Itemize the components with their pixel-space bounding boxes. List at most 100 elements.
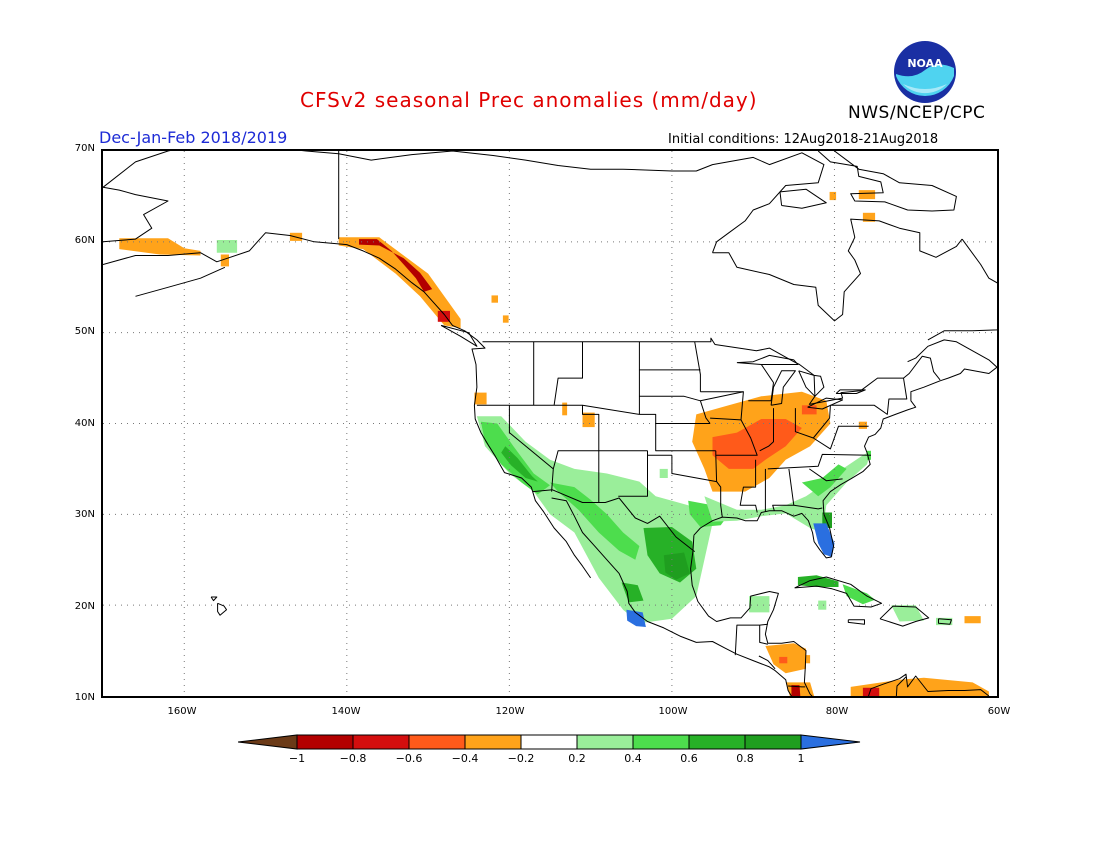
anomaly-cell [818, 600, 827, 610]
coastline [879, 605, 930, 627]
coastline [217, 602, 227, 616]
political-border [895, 676, 907, 696]
coastline [736, 354, 799, 365]
colorbar-label: −1 [288, 752, 306, 765]
noaa-logo-text: NOAA [907, 57, 943, 70]
political-border [482, 337, 941, 405]
political-border [734, 623, 768, 656]
political-border [809, 468, 843, 482]
map-panel [101, 149, 999, 698]
political-border [551, 450, 599, 492]
lon-label-80w: 80W [825, 706, 849, 717]
colorbar-swatch [464, 734, 522, 750]
political-border [532, 489, 696, 552]
anomaly-cell [842, 584, 876, 605]
coastline [103, 186, 169, 243]
lat-label-70n: 70N [74, 143, 95, 154]
political-border [788, 685, 806, 688]
political-border [772, 468, 795, 511]
coastline [835, 389, 866, 394]
political-border [655, 423, 716, 452]
lon-label-60w: 60W [987, 706, 1011, 717]
anomaly-cell [704, 450, 871, 533]
political-border [647, 450, 672, 456]
coastline [423, 291, 592, 579]
coastline [807, 397, 844, 410]
anomaly-cell [858, 421, 867, 429]
lat-label-60n: 60N [74, 235, 95, 246]
political-border [793, 504, 823, 510]
coastline [794, 576, 883, 608]
anomaly-cell [562, 402, 568, 416]
anomaly-cell [797, 575, 839, 587]
colorbar-label: −0.2 [507, 752, 535, 765]
coastline [135, 266, 226, 297]
colorbar-swatch [744, 734, 802, 750]
coastline [103, 232, 425, 293]
lat-label-10n: 10N [74, 692, 95, 703]
lon-label-120w: 120W [495, 706, 525, 717]
forecast-period: Dec-Jan-Feb 2018/2019 [99, 128, 288, 147]
coastline [103, 151, 339, 188]
anomaly-cell [491, 295, 498, 303]
anomaly-cell [474, 392, 487, 405]
coastline [927, 238, 997, 341]
colorbar-arrow-high [800, 734, 861, 750]
political-border [715, 419, 758, 456]
lon-label-160w: 160W [167, 706, 197, 717]
anomaly-cell [502, 315, 509, 323]
political-border [553, 341, 583, 406]
colorbar-label: −0.6 [395, 752, 423, 765]
coastline-layer [103, 151, 997, 696]
anomaly-cell [779, 656, 788, 664]
colorbar-swatch [520, 734, 578, 750]
colorbar-label: 0.8 [736, 752, 754, 765]
political-border [582, 405, 648, 452]
noaa-logo: NOAA [893, 40, 957, 104]
political-border [758, 655, 776, 670]
coastline [551, 497, 792, 696]
anomaly-cell [801, 464, 847, 497]
anomaly-cell [712, 419, 802, 469]
colorbar-label: 0.2 [568, 752, 586, 765]
political-border [739, 459, 758, 513]
lat-label-30n: 30N [74, 509, 95, 520]
lat-label-50n: 50N [74, 326, 95, 337]
lon-label-140w: 140W [331, 706, 361, 717]
political-border [671, 455, 717, 483]
coastline [210, 596, 218, 602]
colorbar-swatch [576, 734, 634, 750]
colorbar-swatch [352, 734, 410, 750]
agency-label: NWS/NCEP/CPC [848, 103, 986, 123]
political-border [767, 453, 872, 470]
political-border [476, 404, 711, 424]
political-border [813, 425, 869, 450]
anomaly-cell [659, 468, 668, 478]
colorbar-swatch [296, 734, 354, 750]
coastline [770, 370, 796, 406]
anomaly-cell [663, 552, 690, 580]
anomaly-cell [862, 212, 876, 222]
initial-conditions: Initial conditions: 12Aug2018-21Aug2018 [668, 132, 939, 147]
coastline [440, 324, 478, 347]
colorbar-arrow-low [237, 734, 298, 750]
anomaly-cell [216, 240, 238, 253]
map-title: CFSv2 seasonal Prec anomalies (mm/day) [300, 88, 758, 112]
colorbar-label: 0.6 [680, 752, 698, 765]
political-border [699, 391, 744, 424]
coastline [809, 673, 990, 696]
political-border [760, 364, 774, 401]
colorbar-label: 1 [797, 752, 805, 765]
anomaly-cell [964, 616, 981, 624]
political-border [759, 625, 768, 645]
colorbar-label: 0.4 [624, 752, 642, 765]
colorbar-swatch [632, 734, 690, 750]
coastline [712, 218, 963, 322]
anomaly-cell [829, 191, 837, 201]
anomaly-cell [550, 482, 640, 560]
colorbar-swatch [408, 734, 466, 750]
anomaly-cell [850, 677, 989, 696]
anomaly-cell [749, 596, 770, 613]
anomaly-cell [626, 609, 646, 627]
coastline [690, 535, 811, 695]
